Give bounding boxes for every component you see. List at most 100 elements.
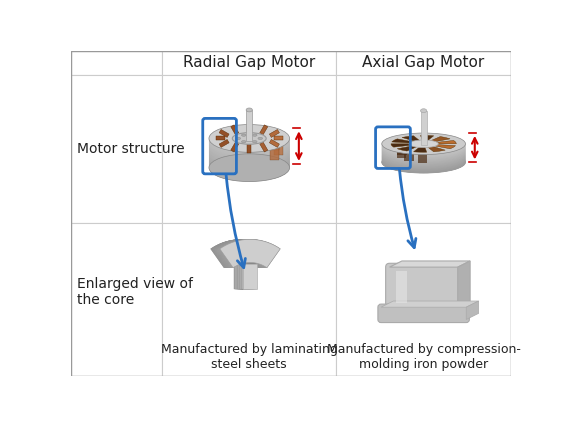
Polygon shape xyxy=(414,147,427,152)
Polygon shape xyxy=(396,145,406,158)
Polygon shape xyxy=(220,239,280,268)
Bar xyxy=(240,264,253,289)
Polygon shape xyxy=(211,239,272,268)
Polygon shape xyxy=(213,239,274,268)
Ellipse shape xyxy=(209,131,290,158)
Bar xyxy=(162,223,336,376)
Polygon shape xyxy=(381,301,479,307)
Ellipse shape xyxy=(382,139,465,161)
Bar xyxy=(270,135,279,150)
Ellipse shape xyxy=(246,108,252,112)
Bar xyxy=(236,264,250,289)
Polygon shape xyxy=(212,239,273,268)
Polygon shape xyxy=(220,239,280,268)
Ellipse shape xyxy=(209,145,290,173)
Ellipse shape xyxy=(209,147,290,175)
Ellipse shape xyxy=(382,136,465,158)
Ellipse shape xyxy=(382,141,465,162)
Polygon shape xyxy=(402,136,420,141)
Bar xyxy=(231,142,239,152)
Ellipse shape xyxy=(382,138,465,159)
Bar xyxy=(274,136,283,141)
Ellipse shape xyxy=(209,129,290,157)
Ellipse shape xyxy=(209,140,290,168)
Bar xyxy=(237,264,251,289)
Ellipse shape xyxy=(209,132,290,159)
Ellipse shape xyxy=(209,149,290,176)
Bar xyxy=(71,51,162,75)
Ellipse shape xyxy=(209,144,290,171)
Ellipse shape xyxy=(382,149,465,170)
Ellipse shape xyxy=(236,137,241,140)
Ellipse shape xyxy=(382,140,465,162)
Ellipse shape xyxy=(382,134,465,155)
Bar xyxy=(260,142,268,152)
Polygon shape xyxy=(404,149,414,161)
Bar xyxy=(219,130,229,138)
Polygon shape xyxy=(429,137,450,142)
Bar xyxy=(162,51,336,75)
Polygon shape xyxy=(214,239,274,268)
Polygon shape xyxy=(218,239,278,268)
Ellipse shape xyxy=(209,141,290,169)
Ellipse shape xyxy=(209,151,290,179)
Polygon shape xyxy=(217,239,278,268)
Ellipse shape xyxy=(209,128,290,156)
Bar xyxy=(239,264,253,289)
Bar xyxy=(243,264,257,289)
Bar xyxy=(269,139,279,147)
Polygon shape xyxy=(216,239,277,268)
Ellipse shape xyxy=(209,151,290,179)
Ellipse shape xyxy=(382,150,465,171)
Bar xyxy=(237,264,252,289)
Bar xyxy=(240,264,254,289)
Ellipse shape xyxy=(382,135,465,156)
Bar xyxy=(241,264,256,289)
Polygon shape xyxy=(211,239,271,268)
Ellipse shape xyxy=(209,130,290,158)
Ellipse shape xyxy=(252,134,257,136)
Ellipse shape xyxy=(382,135,465,157)
Polygon shape xyxy=(458,261,470,307)
Ellipse shape xyxy=(382,147,465,168)
Ellipse shape xyxy=(382,151,465,173)
Bar xyxy=(240,264,254,289)
Polygon shape xyxy=(213,239,273,268)
Ellipse shape xyxy=(382,148,465,169)
FancyBboxPatch shape xyxy=(386,263,462,311)
Polygon shape xyxy=(212,239,272,268)
Bar xyxy=(336,75,511,223)
Bar xyxy=(243,264,257,289)
Bar xyxy=(247,144,251,153)
FancyBboxPatch shape xyxy=(378,304,469,322)
Ellipse shape xyxy=(382,143,465,165)
Polygon shape xyxy=(219,239,280,268)
Polygon shape xyxy=(420,138,429,151)
Ellipse shape xyxy=(209,141,290,168)
Bar xyxy=(336,51,511,75)
Ellipse shape xyxy=(209,154,290,181)
Polygon shape xyxy=(217,239,277,268)
Ellipse shape xyxy=(382,137,465,158)
Polygon shape xyxy=(215,239,276,268)
Bar xyxy=(239,264,253,289)
Bar xyxy=(236,264,250,289)
Ellipse shape xyxy=(382,142,465,164)
Bar xyxy=(236,264,250,289)
Polygon shape xyxy=(433,144,456,149)
Bar xyxy=(239,264,253,289)
Polygon shape xyxy=(211,239,272,268)
Bar xyxy=(219,139,229,147)
Text: Motor structure: Motor structure xyxy=(77,142,185,156)
Bar xyxy=(235,264,249,289)
Ellipse shape xyxy=(382,151,465,173)
Bar xyxy=(274,141,283,155)
Ellipse shape xyxy=(420,109,427,113)
Polygon shape xyxy=(435,141,456,144)
Bar xyxy=(396,271,407,303)
Text: Manufactured by laminating
steel sheets: Manufactured by laminating steel sheets xyxy=(161,343,338,371)
Bar xyxy=(216,136,225,141)
Bar xyxy=(231,125,239,135)
Polygon shape xyxy=(398,142,407,154)
Ellipse shape xyxy=(209,136,290,164)
